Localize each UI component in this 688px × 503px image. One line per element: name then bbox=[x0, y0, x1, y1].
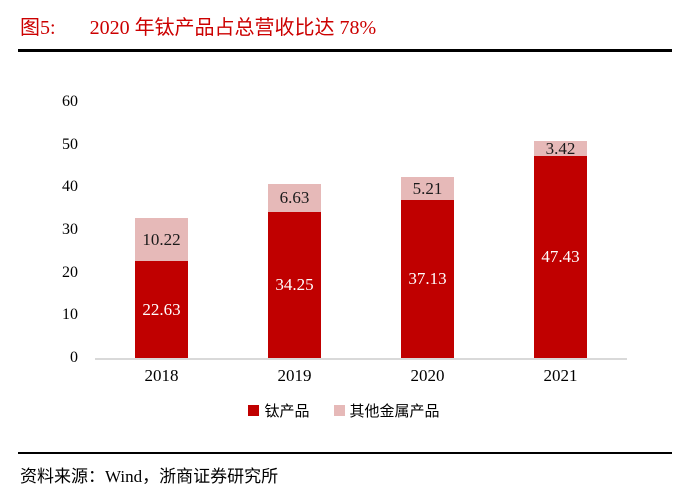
bar-value-label: 34.25 bbox=[275, 275, 314, 295]
stacked-bar: 3.42 47.43 bbox=[534, 138, 587, 358]
legend-swatch-icon bbox=[333, 405, 345, 416]
x-axis-label: 2020 bbox=[410, 366, 445, 385]
y-tick-label: 40 bbox=[62, 178, 78, 196]
bar-segment: 37.13 bbox=[401, 199, 454, 358]
bar-value-label: 47.43 bbox=[541, 247, 580, 267]
y-tick-label: 30 bbox=[62, 221, 78, 238]
figure-title: 图5: 2020 年钛产品占总营收比达 78% bbox=[20, 11, 376, 40]
bar-segment: 47.43 bbox=[534, 155, 587, 358]
figure-title-text: 2020 年钛产品占总营收比达 78% bbox=[89, 17, 377, 39]
legend-item: 钛产品 bbox=[248, 400, 310, 421]
chart-legend: 钛产品 其他金属产品 bbox=[0, 400, 688, 421]
legend-label: 其他金属产品 bbox=[349, 404, 440, 420]
figure-number-label: 图5: bbox=[20, 17, 56, 39]
source-divider bbox=[18, 452, 672, 454]
stacked-bar: 10.22 22.63 bbox=[135, 217, 188, 358]
bar-segment: 34.25 bbox=[268, 211, 321, 358]
y-tick-label: 20 bbox=[62, 263, 78, 281]
bar-segment: 5.21 bbox=[401, 177, 454, 200]
x-axis-label: 2018 bbox=[144, 366, 179, 385]
bar-segment: 10.22 bbox=[135, 217, 188, 262]
stacked-bar: 5.21 37.13 bbox=[401, 177, 454, 358]
x-axis-label: 2019 bbox=[277, 366, 312, 385]
bar-value-label: 22.63 bbox=[142, 300, 181, 320]
bar-value-label: 3.42 bbox=[545, 138, 576, 158]
bar-segment: 22.63 bbox=[135, 261, 188, 358]
plot-area: 10.22 22.63 6.63 34.25 5.21 37.13 3.42 47.43 bbox=[95, 102, 627, 360]
y-tick-label: 50 bbox=[62, 135, 78, 153]
legend-swatch-icon bbox=[248, 405, 260, 416]
bar-group: 6.63 34.25 bbox=[228, 102, 361, 358]
bar-group: 5.21 37.13 bbox=[361, 102, 494, 358]
x-axis: 2018 2019 2020 2021 bbox=[95, 366, 627, 386]
bar-group: 3.42 47.43 bbox=[494, 102, 627, 358]
y-tick-label: 60 bbox=[62, 93, 78, 110]
bar-value-label: 10.22 bbox=[142, 230, 181, 250]
y-axis: 0 10 20 30 40 50 60 bbox=[30, 93, 78, 366]
bar-segment: 3.42 bbox=[534, 138, 587, 158]
legend-item: 其他金属产品 bbox=[333, 400, 440, 421]
source-note: 资料来源：Wind，浙商证券研究所 bbox=[20, 467, 279, 486]
bar-value-label: 6.63 bbox=[279, 188, 310, 208]
bar-value-label: 37.13 bbox=[408, 269, 447, 289]
y-tick-label: 0 bbox=[70, 349, 78, 366]
y-tick-label: 10 bbox=[62, 306, 78, 324]
legend-label: 钛产品 bbox=[264, 404, 310, 420]
x-axis-label: 2021 bbox=[543, 366, 578, 385]
bar-segment: 6.63 bbox=[268, 183, 321, 212]
bar-group: 10.22 22.63 bbox=[95, 102, 228, 358]
title-divider bbox=[18, 49, 672, 52]
bar-value-label: 5.21 bbox=[412, 179, 443, 199]
stacked-bar: 6.63 34.25 bbox=[268, 183, 321, 358]
